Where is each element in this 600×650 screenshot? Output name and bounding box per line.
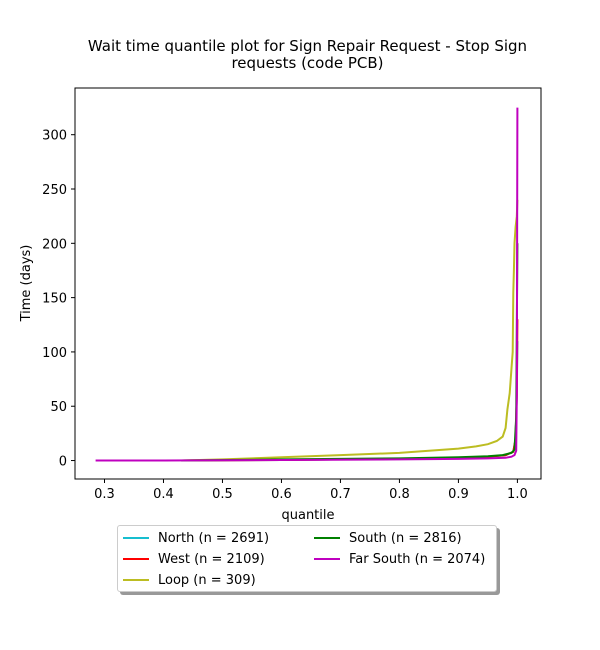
y-tick-label: 100 (42, 346, 67, 361)
y-tick-label: 300 (42, 129, 67, 144)
y-tick-label: 200 (42, 237, 67, 252)
legend-swatch (123, 537, 149, 539)
y-tick-label: 0 (59, 455, 67, 470)
x-tick-label: 0.3 (94, 487, 115, 502)
legend-item: Loop (n = 309) (123, 571, 256, 589)
y-tick-label: 250 (42, 183, 67, 198)
x-tick-label: 0.4 (153, 487, 174, 502)
x-tick-label: 0.9 (448, 487, 469, 502)
legend-swatch (123, 579, 149, 581)
legend-item: Far South (n = 2074) (314, 550, 485, 568)
series-line-2 (181, 199, 519, 462)
series-line-0 (181, 341, 519, 462)
legend-swatch (314, 537, 340, 539)
legend-label: South (n = 2816) (349, 530, 462, 546)
series-line-4 (95, 107, 519, 462)
x-tick-label: 0.7 (330, 487, 351, 502)
chart-title: Wait time quantile plot for Sign Repair … (87, 37, 528, 72)
y-tick-label: 50 (50, 400, 67, 415)
legend-item: South (n = 2816) (314, 529, 462, 547)
legend-label: Far South (n = 2074) (349, 551, 486, 567)
legend-swatch (314, 558, 340, 560)
series-line-3 (181, 243, 519, 462)
x-tick-label: 0.8 (389, 487, 410, 502)
series-line-1 (181, 319, 519, 462)
x-tick-label: 0.5 (212, 487, 233, 502)
y-tick-label: 150 (42, 292, 67, 307)
y-axis-label: Time (days) (19, 245, 34, 323)
legend: North (n = 2691) West (n = 2109) Loop (n =… (117, 525, 497, 592)
y-axis: 0 50 100 150 200 250 300 (42, 129, 75, 470)
plot-frame (74, 87, 542, 480)
legend-label: North (n = 2691) (158, 530, 270, 546)
legend-item: West (n = 2109) (123, 550, 265, 568)
legend-item: North (n = 2691) (123, 529, 269, 547)
legend-swatch (123, 558, 149, 560)
legend-label: Loop (n = 309) (158, 572, 256, 588)
x-tick-label: 1.0 (507, 487, 528, 502)
x-axis: 0.3 0.4 0.5 0.6 0.7 0.8 0.9 1.0 (94, 479, 528, 502)
x-tick-label: 0.6 (271, 487, 292, 502)
series-lines (95, 107, 519, 462)
x-axis-label: quantile (281, 508, 334, 523)
legend-label: West (n = 2109) (158, 551, 265, 567)
